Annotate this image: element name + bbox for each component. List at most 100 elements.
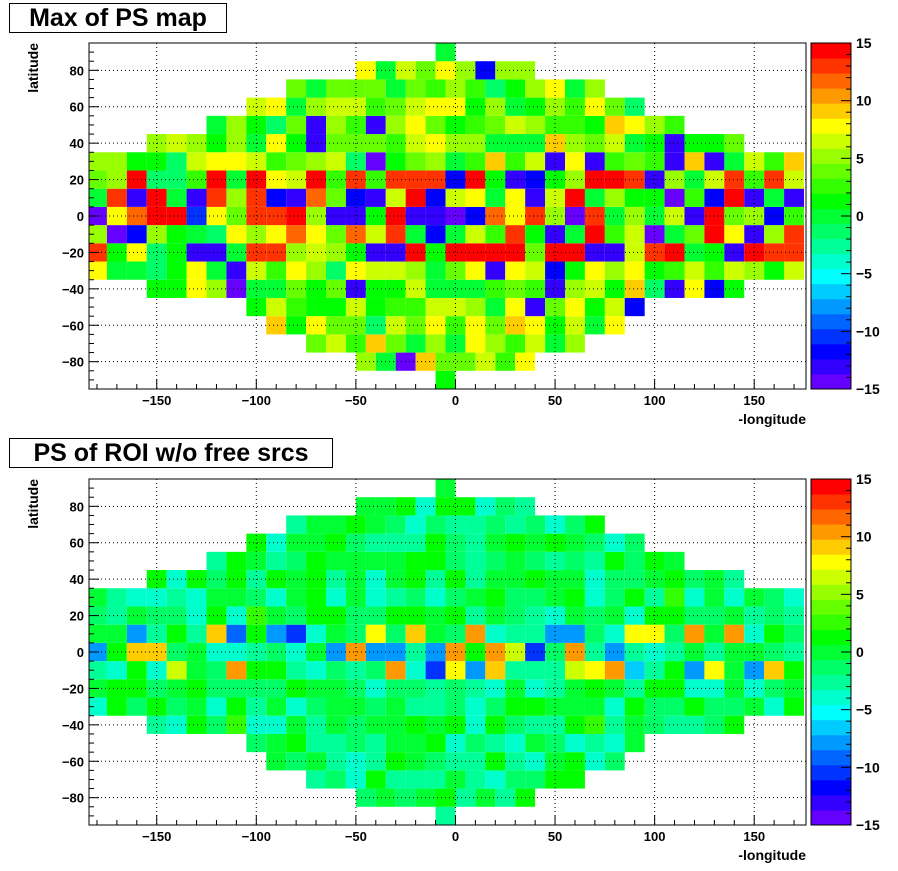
heatmap-cell <box>584 97 605 116</box>
heatmap-cell <box>684 225 705 244</box>
heatmap-cell <box>624 206 645 226</box>
heatmap-cell <box>206 697 227 716</box>
y-tick-label: −20 <box>62 681 84 696</box>
heatmap-cell <box>704 642 725 662</box>
heatmap-cell <box>624 170 645 189</box>
heatmap-cell <box>326 770 346 789</box>
heatmap-cell <box>465 697 486 716</box>
heatmap-cell <box>465 243 486 262</box>
heatmap-cell <box>206 170 227 189</box>
heatmap-cell <box>584 697 605 716</box>
heatmap-cell <box>525 170 546 189</box>
x-tick-label: −150 <box>142 393 171 408</box>
heatmap-cell <box>226 152 247 171</box>
heatmap-cell <box>724 715 745 734</box>
x-tick-label: 0 <box>452 829 459 844</box>
y-tick-label: 60 <box>70 100 84 115</box>
heatmap-cell <box>465 334 486 353</box>
heatmap-cell <box>146 679 167 698</box>
color-bar-segment <box>811 43 851 59</box>
heatmap-cell <box>246 243 267 262</box>
heatmap-cell <box>525 715 546 734</box>
heatmap-cell <box>505 770 526 789</box>
heatmap-cell <box>89 588 107 607</box>
heatmap-cell <box>405 261 426 280</box>
heatmap-cell <box>89 225 107 244</box>
heatmap-cell <box>604 279 625 298</box>
heatmap-cell <box>365 206 386 226</box>
heatmap-cell <box>545 697 566 716</box>
heatmap-cell <box>784 606 805 625</box>
heatmap-cell <box>465 624 486 643</box>
color-bar-segment <box>811 764 851 781</box>
heatmap-cell <box>206 624 227 643</box>
heatmap-cell <box>425 79 446 98</box>
heatmap-cell <box>246 261 267 280</box>
heatmap-cell <box>724 642 745 662</box>
heatmap-cell <box>425 515 446 534</box>
y-tick-label: −40 <box>62 282 84 297</box>
heatmap-cell <box>565 297 585 317</box>
heatmap-cell <box>345 79 366 98</box>
heatmap-cell <box>684 588 705 607</box>
color-bar-segment <box>811 343 851 360</box>
heatmap-cell <box>644 188 665 207</box>
heatmap-cell <box>186 188 207 207</box>
heatmap-cell <box>445 97 466 116</box>
heatmap-cell <box>126 661 147 680</box>
heatmap-cell <box>485 261 506 280</box>
heatmap-cell <box>525 134 546 153</box>
heatmap-cell <box>624 115 645 135</box>
heatmap-cell <box>525 316 546 335</box>
heatmap-cell <box>405 733 426 753</box>
heatmap-cell <box>385 316 406 335</box>
heatmap-cell <box>584 624 605 643</box>
heatmap-cell <box>226 624 247 643</box>
heatmap-cell <box>565 551 585 571</box>
heatmap-cell <box>724 606 745 625</box>
color-bar-segment <box>811 313 851 330</box>
heatmap-cell <box>445 551 466 571</box>
heatmap-cell <box>505 206 526 226</box>
heatmap-cell <box>385 279 406 298</box>
heatmap-cell <box>505 515 526 534</box>
heatmap-cell <box>186 279 207 298</box>
heatmap-cell <box>146 279 167 298</box>
color-bar-segment <box>811 479 851 495</box>
heatmap-cell <box>565 170 585 189</box>
heatmap-cell <box>525 115 546 135</box>
x-tick-label: −50 <box>345 393 367 408</box>
heatmap-cell <box>724 697 745 716</box>
heatmap-cell <box>126 679 147 698</box>
heatmap-cell <box>584 188 605 207</box>
heatmap-cell <box>286 624 307 643</box>
color-bar-segment <box>811 103 851 119</box>
heatmap-cell <box>345 551 366 571</box>
heatmap-cell <box>425 570 446 589</box>
color-bar-label: 0 <box>856 644 864 660</box>
heatmap-cell <box>425 225 446 244</box>
heatmap-cell <box>326 206 346 226</box>
heatmap-cell <box>365 297 386 317</box>
heatmap-cell <box>584 170 605 189</box>
heatmap-cell <box>206 606 227 625</box>
heatmap-cell <box>664 588 685 607</box>
color-bar-segment <box>811 794 851 811</box>
heatmap-cell <box>385 152 406 171</box>
heatmap-cell <box>306 661 327 680</box>
heatmap-cell <box>365 661 386 680</box>
heatmap-cell <box>764 152 785 171</box>
heatmap-cell <box>186 661 207 680</box>
heatmap-cell <box>485 624 506 643</box>
heatmap-cell <box>425 588 446 607</box>
heatmap-cell <box>266 551 287 571</box>
heatmap-cell <box>266 297 287 317</box>
heatmap-cell <box>425 533 446 552</box>
y-tick-label: 80 <box>70 63 84 78</box>
heatmap-cell <box>724 624 745 643</box>
heatmap-cell <box>784 661 805 680</box>
heatmap-cell <box>704 170 725 189</box>
y-tick-label: −80 <box>62 791 84 806</box>
heatmap-cell <box>784 624 805 643</box>
heatmap-cell <box>106 261 127 280</box>
